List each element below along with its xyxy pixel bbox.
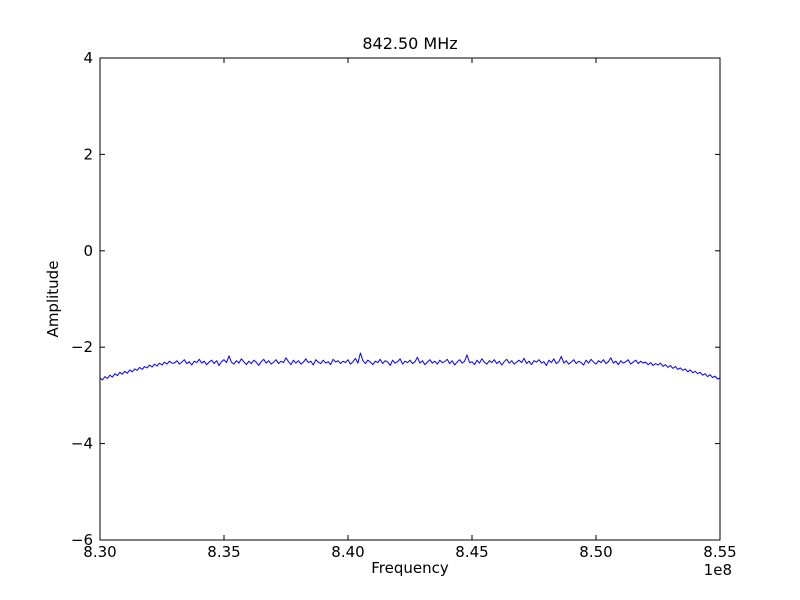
y-axis-label: Amplitude [44, 260, 62, 338]
x-tick-label: 8.35 [207, 543, 240, 561]
y-tick-label: −6 [71, 531, 93, 549]
x-tick-label: 8.40 [331, 543, 364, 561]
chart-title: 842.50 MHz [362, 34, 458, 53]
y-tick-label: 0 [83, 242, 93, 260]
plot-border [99, 57, 721, 541]
y-tick-label: 4 [83, 49, 93, 67]
x-axis-offset-label: 1e8 [703, 561, 732, 579]
x-tick-label: 8.55 [703, 543, 736, 561]
x-tick-label: 8.45 [455, 543, 488, 561]
x-axis-label: Frequency [371, 559, 449, 577]
x-tick-label: 8.30 [83, 543, 116, 561]
y-tick-label: 2 [83, 145, 93, 163]
x-tick-label: 8.50 [579, 543, 612, 561]
spectrum-line [99, 352, 721, 381]
y-tick-label: −4 [71, 435, 93, 453]
y-tick-label: −2 [71, 338, 93, 356]
